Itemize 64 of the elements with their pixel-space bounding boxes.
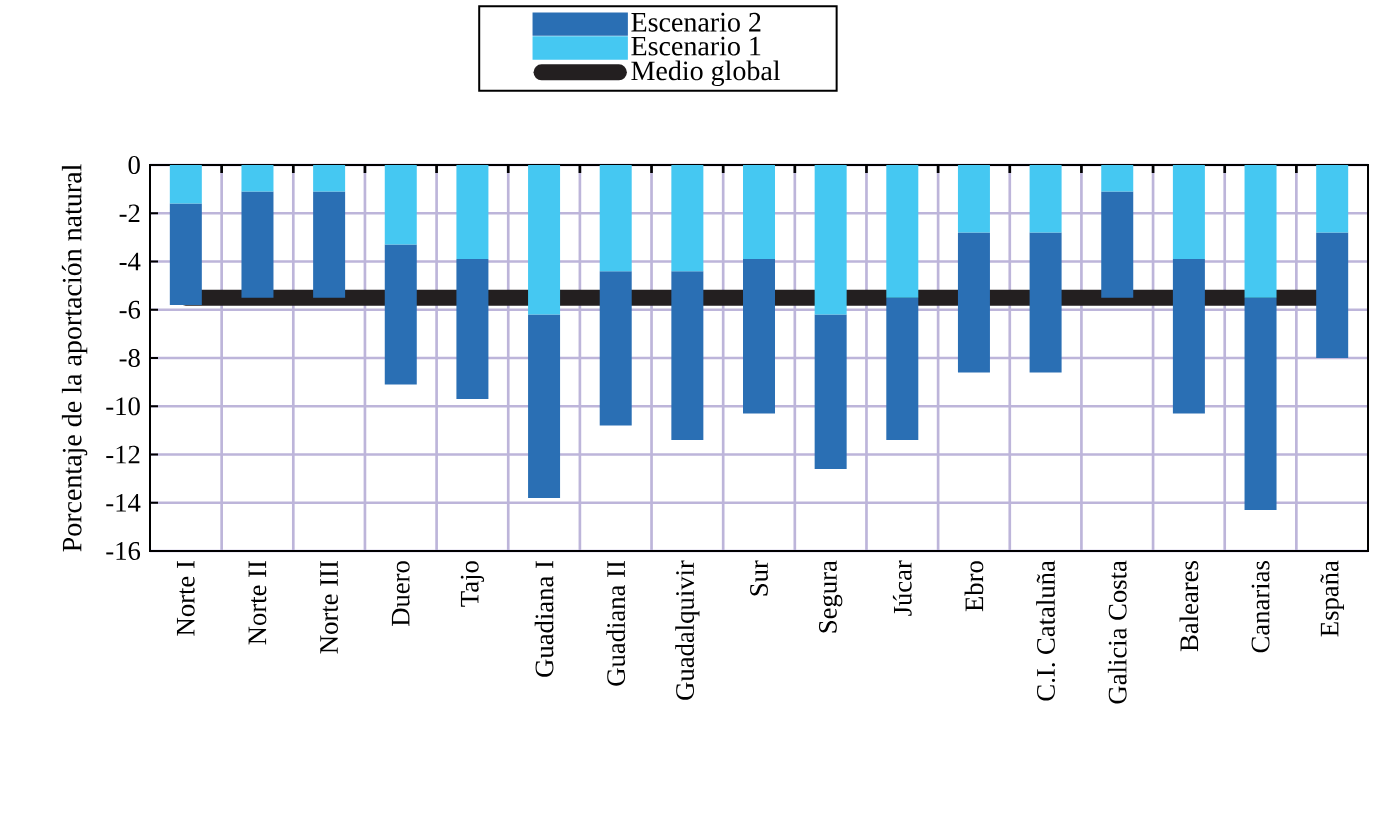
bar xyxy=(456,165,489,260)
x-tick-label: Guadiana II xyxy=(606,561,626,686)
bar xyxy=(743,165,776,260)
x-tick-label: Norte I xyxy=(176,561,195,636)
bar xyxy=(1101,191,1134,298)
y-axis-title: Porcentaje de la aportación natural xyxy=(61,164,88,552)
x-tick-label: Segura xyxy=(818,560,843,633)
bar xyxy=(814,314,847,469)
bar xyxy=(1172,165,1205,260)
bar xyxy=(169,165,202,204)
bar xyxy=(1244,297,1277,510)
x-tick-label: Baleares xyxy=(1179,561,1199,652)
bar xyxy=(384,165,417,245)
x-tick-label: Canarias xyxy=(1251,561,1270,653)
y-tick-label: -4 xyxy=(119,252,141,271)
legend-label: Escenario 2 xyxy=(631,12,761,32)
y-tick-label: 0 xyxy=(128,156,140,174)
bar xyxy=(886,165,919,298)
bar xyxy=(1172,259,1205,414)
legend-label: Medio global xyxy=(631,60,781,87)
bar xyxy=(886,297,919,441)
bar xyxy=(456,259,489,400)
bar xyxy=(1316,165,1349,233)
bar xyxy=(241,191,274,298)
bar xyxy=(1029,232,1062,373)
x-tick-label: Guadiana I xyxy=(534,561,554,677)
x-tick-label: Duero xyxy=(391,561,410,627)
bar xyxy=(1244,165,1277,298)
x-tick-label: España xyxy=(1320,560,1344,637)
bar xyxy=(957,165,990,233)
bar xyxy=(671,165,704,272)
x-tick-label: Norte III xyxy=(320,561,338,654)
bar xyxy=(957,232,990,373)
bar xyxy=(169,203,202,305)
bar xyxy=(1316,232,1349,358)
bar xyxy=(671,271,704,441)
bar xyxy=(241,165,274,192)
x-tick-label: Guadalquivir xyxy=(675,560,700,700)
x-tick-label: Tajo xyxy=(460,561,485,607)
x-tick-label: Galicia Costa xyxy=(1107,560,1127,704)
bar xyxy=(1101,165,1134,192)
y-tick-label: -12 xyxy=(106,445,140,464)
x-tick-label: C.I. Cataluña xyxy=(1036,560,1056,701)
bar xyxy=(528,314,561,498)
bar xyxy=(814,165,847,315)
y-tick-label: -2 xyxy=(119,204,140,223)
y-tick-label: -14 xyxy=(106,493,141,512)
x-tick-label: Júcar xyxy=(892,560,912,616)
bar xyxy=(313,191,346,298)
x-tick-label: Norte II xyxy=(248,561,267,645)
x-tick-label: Ebro xyxy=(964,561,984,612)
y-tick-label: -8 xyxy=(119,349,140,367)
bar xyxy=(599,271,632,426)
bar xyxy=(1029,165,1062,233)
y-tick-label: -16 xyxy=(106,542,141,560)
bar xyxy=(743,259,776,414)
legend-label: Escenario 1 xyxy=(631,36,761,56)
y-tick-label: -6 xyxy=(119,300,141,319)
bar xyxy=(528,165,561,315)
bar xyxy=(599,165,632,272)
x-tick-label: Sur xyxy=(750,560,768,596)
y-tick-label: -10 xyxy=(106,397,140,416)
bar xyxy=(313,165,346,192)
bar xyxy=(384,244,417,385)
